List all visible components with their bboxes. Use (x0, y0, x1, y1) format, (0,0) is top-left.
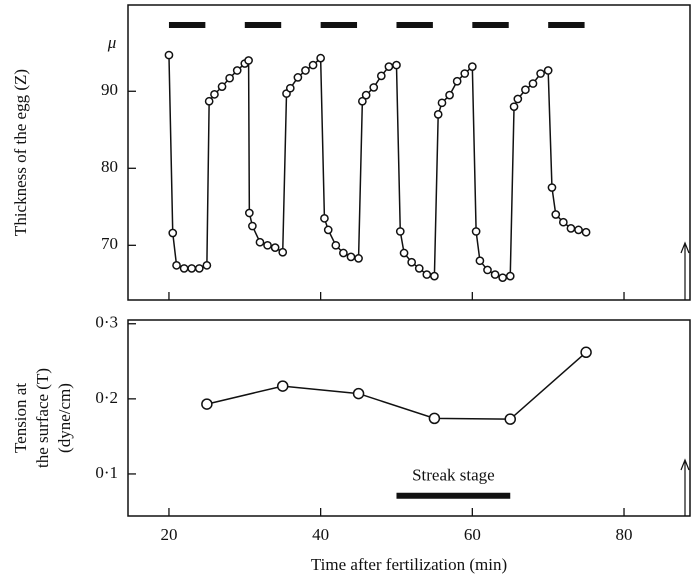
data-point (460, 69, 470, 78)
data-point (201, 398, 213, 410)
data-point (558, 217, 568, 227)
data-point (475, 256, 485, 266)
data-point (354, 254, 363, 263)
data-point (369, 83, 379, 92)
data-point (422, 270, 432, 279)
y-unit: μ (107, 33, 117, 52)
data-point (168, 228, 178, 238)
data-point (339, 248, 348, 258)
data-point (407, 257, 417, 267)
arrow-head (680, 241, 690, 254)
y-tick-label: 90 (101, 80, 118, 99)
data-point (505, 271, 515, 281)
data-point (580, 346, 592, 359)
data-point (358, 96, 367, 106)
data-point (320, 214, 329, 223)
data-point (384, 62, 394, 71)
data-point (521, 85, 530, 95)
data-point (361, 90, 371, 100)
arrow-head (680, 458, 690, 471)
series-line (206, 351, 587, 420)
data-point (399, 248, 409, 258)
data-point (376, 71, 386, 81)
data-point (543, 66, 553, 75)
x-tick-label: 60 (464, 525, 481, 544)
data-point (255, 237, 265, 247)
data-point (276, 380, 289, 392)
data-point (528, 79, 538, 88)
data-point (445, 90, 454, 100)
data-point (483, 265, 492, 275)
data-point (323, 225, 333, 235)
x-tick-label: 20 (160, 525, 177, 544)
data-point (202, 260, 212, 270)
data-point (316, 53, 325, 63)
data-point (210, 89, 219, 99)
data-point (490, 270, 500, 279)
x-tick-label: 40 (312, 525, 329, 544)
data-point (467, 62, 477, 71)
y-tick-label: 70 (101, 234, 118, 253)
y-tick-label: 0·3 (95, 313, 118, 332)
annotation: Streak stage (412, 466, 495, 485)
data-point (452, 76, 462, 86)
data-point (225, 73, 234, 83)
data-point (395, 227, 405, 236)
data-point (217, 82, 227, 91)
data-point (263, 240, 272, 250)
data-point (471, 227, 481, 236)
data-point (509, 102, 519, 112)
data-point (574, 225, 583, 235)
y-axis-label: Thickness of the egg (Z) (11, 69, 30, 236)
data-point (301, 66, 310, 75)
data-point (504, 413, 517, 425)
data-point (498, 273, 508, 283)
data-point (244, 56, 253, 65)
data-point (331, 240, 341, 250)
data-point (308, 60, 318, 70)
data-point (551, 210, 561, 219)
data-point (270, 243, 280, 252)
y-tick-label: 80 (101, 157, 118, 176)
data-point (513, 94, 523, 104)
data-point (414, 264, 424, 273)
y-axis-label: Tension at (11, 383, 30, 453)
data-point (179, 264, 189, 273)
y-axis-label: (dyne/cm) (55, 383, 74, 453)
data-point (244, 208, 254, 218)
data-point (581, 227, 591, 237)
y-tick-label: 0·2 (95, 388, 118, 407)
data-point (285, 83, 295, 93)
bottom-frame (127, 319, 691, 517)
data-point (278, 247, 288, 257)
data-point (428, 412, 441, 425)
data-point (437, 98, 447, 108)
data-point (187, 264, 197, 273)
data-point (392, 60, 401, 70)
data-point (204, 96, 214, 106)
data-point (248, 221, 257, 231)
data-point (232, 66, 242, 75)
data-point (293, 73, 303, 82)
data-point (430, 271, 439, 281)
data-point (172, 260, 181, 270)
y-tick-label: 0·1 (95, 463, 118, 482)
x-tick-label: 80 (616, 525, 633, 544)
data-point (346, 252, 356, 262)
y-axis-label: the surface (T) (33, 368, 52, 468)
data-point (547, 183, 557, 192)
x-axis-label: Time after fertilization (min) (311, 555, 507, 574)
data-point (352, 387, 365, 400)
data-point (536, 69, 545, 78)
top-frame (127, 4, 691, 301)
data-point (194, 264, 204, 273)
data-point (566, 224, 576, 233)
data-point (433, 110, 443, 119)
data-point (164, 50, 174, 60)
